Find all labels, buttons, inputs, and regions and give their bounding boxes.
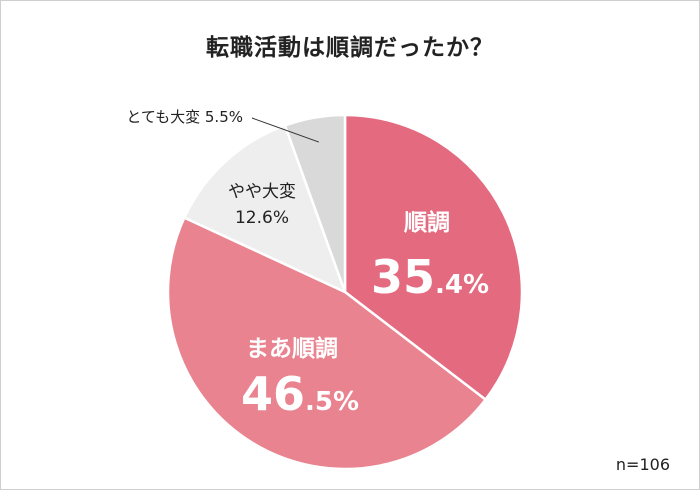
- slice-value-yaya-taihen: 12.6%: [235, 208, 289, 228]
- slice-label-maa-junchou: まあ順調: [246, 335, 338, 362]
- pie-slice: [343, 113, 524, 402]
- slice-label-junchou: 順調: [404, 209, 450, 236]
- chart-title: 転職活動は順調だったか？: [206, 35, 494, 61]
- pie-slice: [166, 215, 488, 471]
- sample-size-label: n=106: [615, 455, 670, 474]
- slice-value-junchou: 35.4%: [371, 250, 489, 304]
- slice-label-totemo-taihen: とても大変 5.5%: [126, 108, 243, 126]
- pie-slice: [182, 123, 348, 295]
- slice-label-yaya-taihen: やや大変: [228, 182, 296, 202]
- leader-line: [251, 117, 319, 143]
- slice-value-maa-junchou: 46.5%: [241, 367, 359, 421]
- pie-slice: [283, 113, 347, 293]
